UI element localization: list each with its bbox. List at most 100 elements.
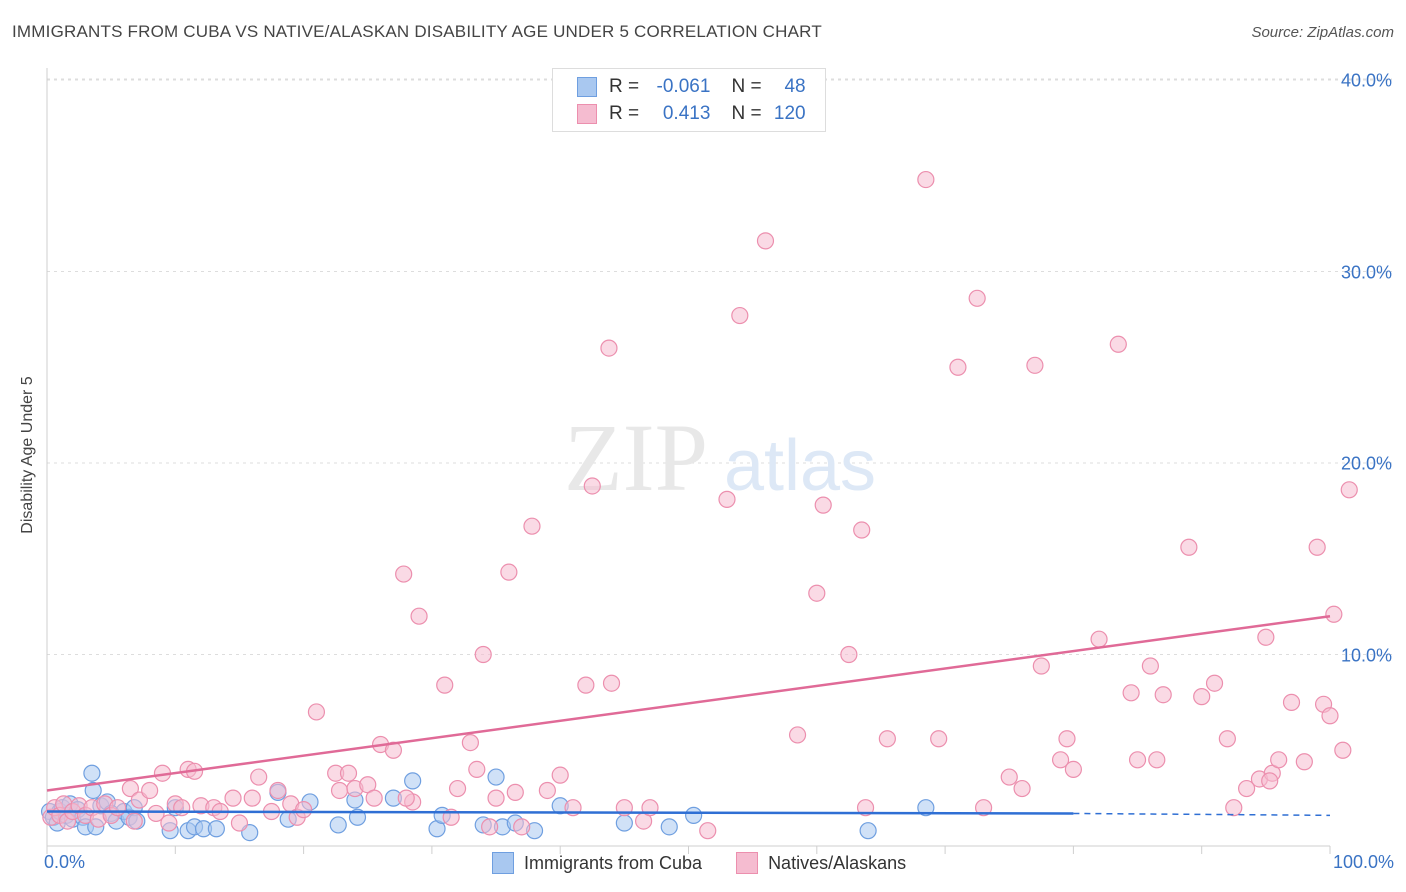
legend-row-cuba: R = -0.061 N = 48 <box>577 75 806 99</box>
point-natives <box>1295 753 1313 771</box>
point-natives <box>513 818 531 836</box>
legend-swatch-cuba <box>577 77 597 97</box>
point-natives <box>1180 538 1198 556</box>
point-natives <box>250 768 268 786</box>
point-natives <box>1325 605 1343 623</box>
point-natives <box>1122 684 1140 702</box>
point-cuba <box>487 768 505 786</box>
point-natives <box>814 496 832 514</box>
point-natives <box>1026 356 1044 374</box>
point-natives <box>551 766 569 784</box>
point-natives <box>500 563 518 581</box>
y-tick-label: 20.0% <box>1340 453 1392 474</box>
grid <box>46 68 1392 854</box>
point-natives <box>1225 799 1243 817</box>
point-natives <box>1205 674 1224 692</box>
point-natives <box>718 490 736 508</box>
point-natives <box>365 789 383 807</box>
point-natives <box>141 781 159 800</box>
point-natives <box>523 517 541 535</box>
trend-line-cuba-extension <box>1073 812 1331 817</box>
point-natives <box>269 781 287 800</box>
point-cuba <box>404 772 422 790</box>
point-natives <box>949 358 967 376</box>
point-cuba <box>660 818 678 836</box>
point-natives <box>108 799 127 817</box>
legend-r-label: R = <box>609 76 640 97</box>
point-natives <box>577 676 595 694</box>
y-tick-label: 30.0% <box>1340 262 1392 282</box>
point-natives <box>756 232 775 250</box>
series-swatch-natives <box>736 852 759 874</box>
point-cuba <box>917 799 935 817</box>
point-natives <box>1141 657 1159 675</box>
point-natives <box>1032 657 1050 675</box>
legend-row-natives: R = 0.413 N = 120 <box>577 102 806 126</box>
point-natives <box>1238 779 1256 798</box>
point-natives <box>1334 741 1352 759</box>
series-label-natives: Natives/Alaskans <box>768 852 907 873</box>
watermark-zip: ZIP <box>564 404 708 511</box>
point-natives <box>1154 686 1172 704</box>
legend-n-label: N = <box>731 76 762 97</box>
point-natives <box>506 783 524 801</box>
x-tick-min: 0.0% <box>44 852 86 872</box>
point-natives <box>448 779 467 798</box>
point-cuba <box>859 822 877 840</box>
point-natives <box>173 799 191 817</box>
point-natives <box>330 781 349 800</box>
point-natives <box>1321 707 1339 725</box>
point-natives <box>461 733 479 752</box>
point-natives <box>699 822 717 840</box>
chart-title: IMMIGRANTS FROM CUBA VS NATIVE/ALASKAN D… <box>12 22 822 41</box>
legend-n-value-natives: 120 <box>773 103 806 124</box>
point-cuba <box>685 806 703 824</box>
point-natives <box>600 339 618 357</box>
point-natives <box>1090 630 1108 648</box>
point-natives <box>1308 538 1326 556</box>
point-natives <box>1013 779 1031 798</box>
point-natives <box>295 801 313 819</box>
point-natives <box>1058 730 1076 748</box>
point-cuba <box>615 814 633 832</box>
point-natives <box>1109 335 1127 353</box>
point-natives <box>538 781 556 800</box>
point-cuba <box>83 764 101 782</box>
point-natives <box>474 645 492 664</box>
point-natives <box>930 730 948 748</box>
y-tick-label: 10.0% <box>1340 645 1392 665</box>
point-natives <box>968 289 986 307</box>
point-natives <box>1261 772 1279 790</box>
point-natives <box>1340 481 1358 499</box>
point-natives <box>1051 751 1070 769</box>
trend-line-natives <box>46 614 1331 792</box>
legend-r-value-natives: 0.413 <box>662 103 711 124</box>
point-natives <box>468 760 486 779</box>
point-natives <box>1128 751 1147 769</box>
legend-swatch-natives <box>577 104 597 124</box>
point-natives <box>487 789 505 807</box>
point-natives <box>395 565 413 583</box>
point-natives <box>856 799 875 817</box>
legend-r-label: R = <box>609 103 640 124</box>
point-natives <box>243 789 261 807</box>
legend-r-value-cuba: -0.061 <box>656 76 711 97</box>
point-natives <box>230 814 249 832</box>
point-natives <box>788 726 807 744</box>
point-natives <box>1064 760 1083 779</box>
point-natives <box>1257 628 1275 646</box>
legend-n-value-cuba: 48 <box>784 76 806 97</box>
point-natives <box>307 703 326 721</box>
point-natives <box>602 674 621 692</box>
point-natives <box>808 584 826 602</box>
point-cuba <box>207 820 225 838</box>
point-cuba <box>84 781 102 800</box>
point-natives <box>436 676 454 694</box>
point-natives <box>974 799 993 817</box>
point-natives <box>1148 751 1166 769</box>
trend-lines <box>46 614 1331 817</box>
point-natives <box>840 645 858 664</box>
point-natives <box>878 730 896 748</box>
point-natives <box>481 818 499 836</box>
